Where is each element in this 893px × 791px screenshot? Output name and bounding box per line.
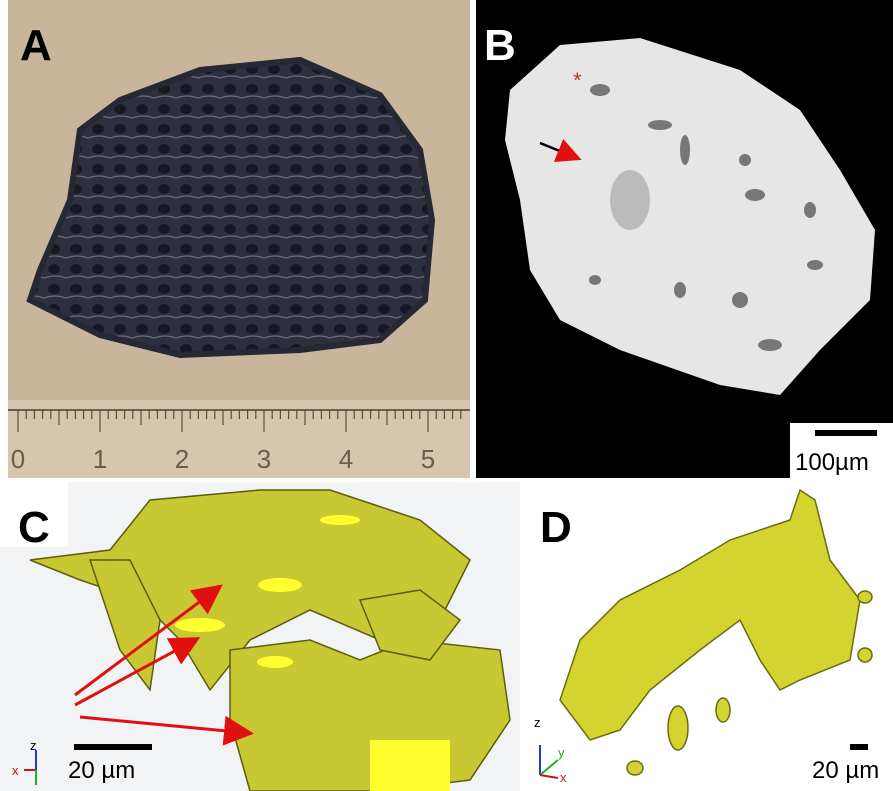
ruler-label: 3	[257, 444, 271, 474]
ruler-label: 0	[11, 444, 25, 474]
scale-bar	[850, 744, 868, 750]
scale-bar-label: 100µm	[795, 449, 869, 476]
axis-label: z	[30, 738, 37, 753]
figure: 0 1 2 3 4 5 A * 100µm B	[0, 0, 893, 791]
panel-label: C	[18, 503, 50, 552]
axis-label: x	[560, 770, 567, 785]
panel-a: 0 1 2 3 4 5 A	[8, 0, 470, 478]
panel-label: B	[484, 21, 516, 70]
axis-label: y	[558, 745, 565, 760]
scale-bar	[815, 430, 877, 436]
axis-label: x	[12, 763, 19, 778]
scale-bar	[74, 744, 152, 750]
ruler-label: 1	[93, 444, 107, 474]
axis-label: z	[534, 715, 541, 730]
panel-label: D	[540, 503, 572, 552]
panel-label: A	[20, 21, 52, 70]
scale-bar-label: 20 µm	[68, 757, 135, 784]
panel-d: z y x 20 µm D	[528, 482, 893, 791]
ruler-label: 5	[421, 444, 435, 474]
ruler-label: 2	[175, 444, 189, 474]
ruler-label: 4	[339, 444, 353, 474]
scale-bar-label: 20 µm	[812, 757, 879, 784]
panel-b: * 100µm B	[476, 0, 893, 478]
marker: *	[573, 68, 582, 93]
panel-c: z x 20 µm C	[0, 482, 520, 791]
